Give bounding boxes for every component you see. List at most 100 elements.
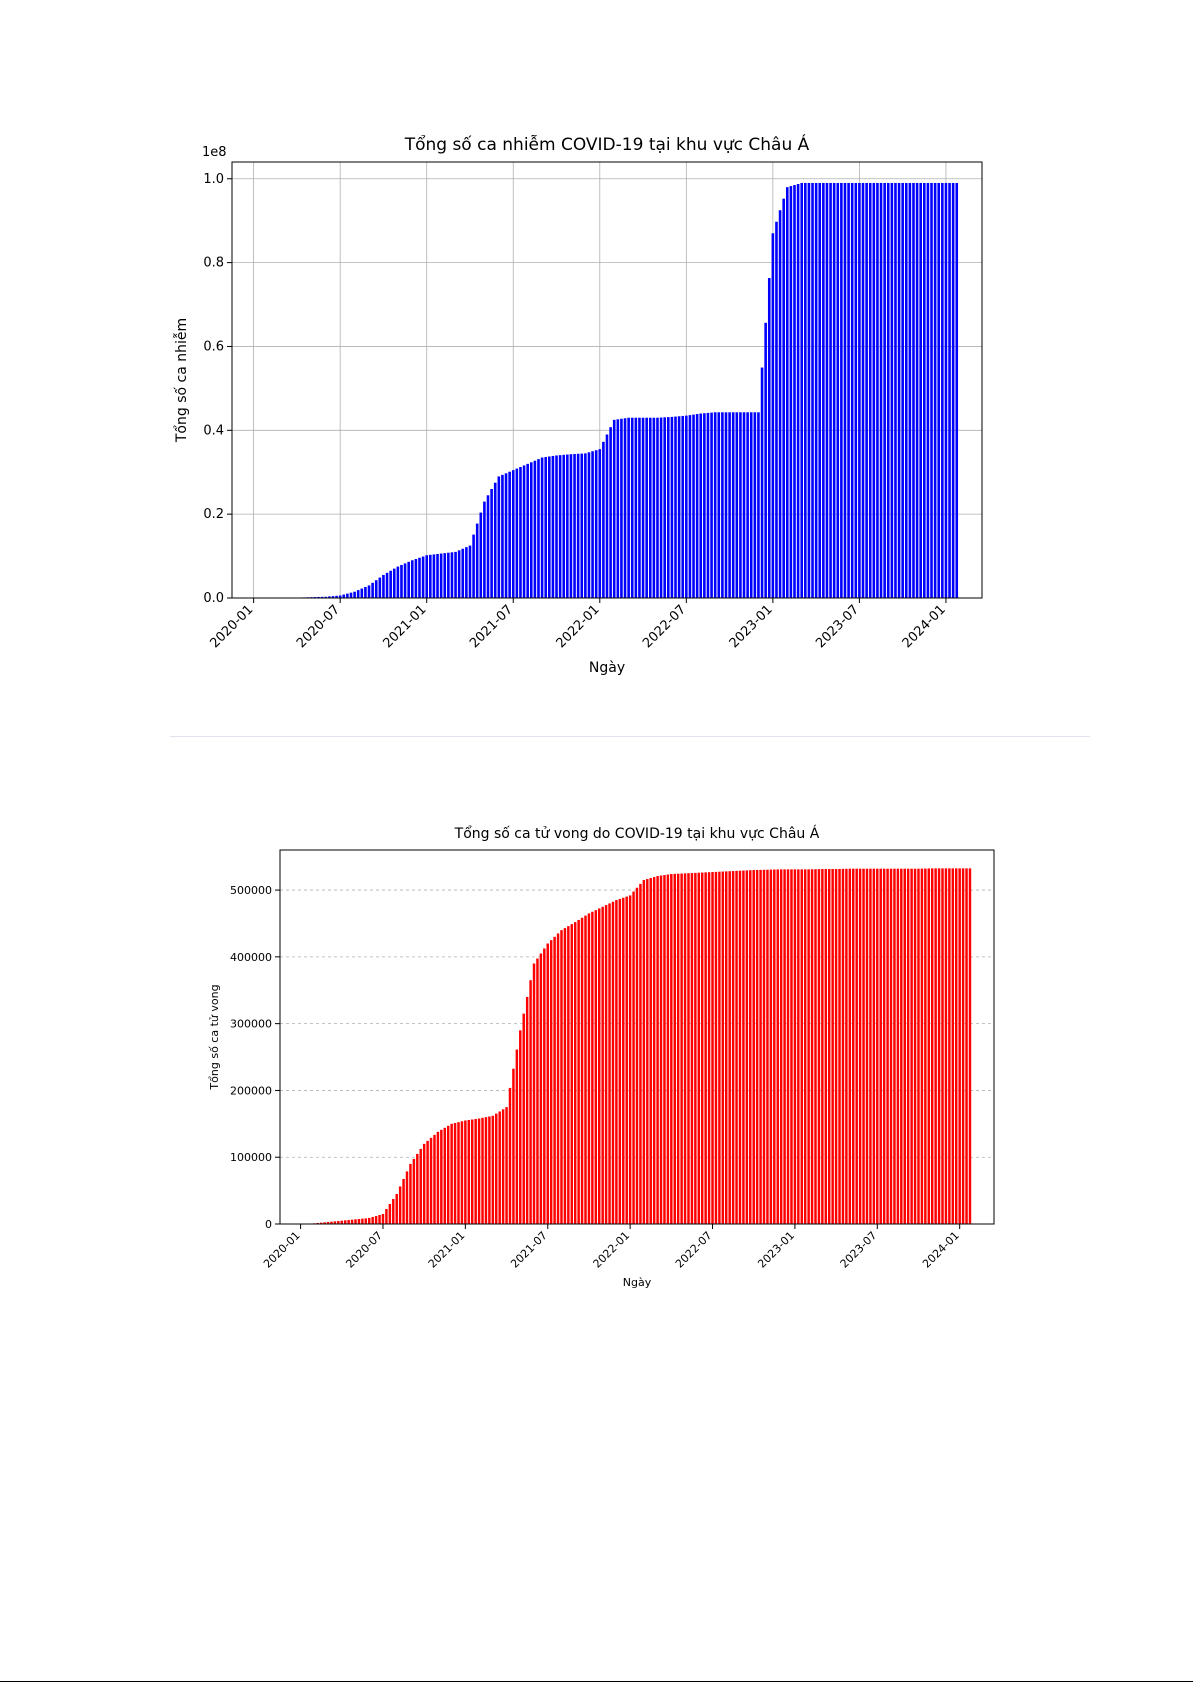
- bar: [467, 1119, 471, 1224]
- bar: [941, 868, 944, 1224]
- bar: [771, 233, 775, 598]
- bar: [906, 868, 910, 1224]
- bar: [392, 1198, 395, 1224]
- bar: [594, 910, 598, 1224]
- bar: [367, 585, 371, 598]
- bar: [396, 566, 400, 598]
- bar: [317, 596, 320, 598]
- bar: [479, 512, 483, 598]
- bar: [515, 468, 519, 598]
- bar: [789, 186, 793, 598]
- bar: [804, 182, 807, 598]
- bar: [666, 874, 670, 1224]
- bar: [900, 868, 903, 1224]
- bar: [829, 182, 832, 598]
- bar: [699, 413, 703, 598]
- bar: [793, 869, 797, 1224]
- bar: [335, 595, 338, 598]
- bar: [753, 412, 757, 598]
- bar: [681, 415, 685, 598]
- bar: [652, 417, 656, 598]
- bar: [937, 868, 941, 1224]
- bar: [426, 1140, 429, 1224]
- bar: [731, 871, 735, 1224]
- bar: [680, 873, 683, 1224]
- bar: [539, 953, 543, 1224]
- bar: [450, 552, 454, 598]
- bar: [328, 596, 331, 598]
- bar: [876, 182, 879, 598]
- bar: [368, 1217, 371, 1224]
- bar: [958, 868, 961, 1224]
- bar: [354, 1219, 357, 1224]
- bar: [710, 412, 713, 598]
- bar: [598, 908, 601, 1224]
- bar: [725, 871, 728, 1224]
- bar: [841, 868, 845, 1224]
- bar: [382, 574, 385, 598]
- bar: [627, 417, 630, 598]
- bar: [558, 455, 562, 598]
- bar: [775, 221, 778, 598]
- bar: [439, 553, 443, 598]
- bar: [847, 182, 850, 598]
- bar: [746, 412, 749, 598]
- y-tick-label: 0.6: [203, 339, 224, 354]
- bar: [532, 963, 536, 1224]
- bar: [673, 873, 676, 1224]
- bar: [501, 1109, 505, 1224]
- bar: [915, 182, 919, 598]
- deaths-chart: Tổng số ca tử vong do COVID-19 tại khu v…: [208, 825, 995, 1289]
- bar: [342, 594, 346, 598]
- bar: [364, 586, 367, 598]
- bar: [385, 1208, 388, 1224]
- y-tick-label: 300000: [230, 1018, 272, 1031]
- bar: [700, 872, 704, 1224]
- bar: [338, 595, 342, 598]
- bar: [688, 415, 692, 598]
- bar: [378, 577, 382, 598]
- bar: [778, 210, 782, 598]
- bar: [623, 418, 627, 598]
- bar: [481, 1117, 484, 1224]
- bar: [868, 182, 872, 598]
- bar: [525, 996, 529, 1224]
- bar: [769, 869, 773, 1224]
- bar: [326, 1221, 330, 1224]
- bar: [670, 874, 673, 1224]
- bar: [436, 1131, 440, 1224]
- bar: [484, 1117, 488, 1224]
- bar: [371, 1216, 374, 1224]
- x-tick-label: 2021-07: [467, 602, 516, 651]
- bar: [760, 367, 764, 598]
- bar: [728, 871, 731, 1224]
- bar: [323, 1222, 326, 1224]
- y-tick-label: 0.2: [203, 507, 224, 522]
- bar: [587, 452, 591, 598]
- bar: [630, 417, 634, 598]
- bar: [694, 872, 697, 1224]
- bar: [840, 182, 843, 598]
- bar: [948, 182, 951, 598]
- bar: [838, 868, 841, 1224]
- bar: [477, 1118, 481, 1224]
- bar: [407, 561, 410, 598]
- x-tick-label: 2022-01: [591, 1229, 633, 1271]
- bar: [381, 1213, 385, 1224]
- plot-frame: [279, 849, 995, 1225]
- bar: [584, 453, 587, 598]
- bar: [625, 896, 628, 1224]
- bar: [483, 501, 486, 598]
- bar: [556, 933, 560, 1224]
- bar: [632, 891, 635, 1224]
- bar: [917, 868, 920, 1224]
- bar: [543, 948, 546, 1224]
- bar: [854, 182, 858, 598]
- bar: [409, 1163, 412, 1224]
- bar: [869, 868, 872, 1224]
- bar: [897, 182, 901, 598]
- bar: [759, 869, 762, 1224]
- bar: [850, 182, 854, 598]
- bar: [724, 412, 728, 598]
- bar: [893, 868, 896, 1224]
